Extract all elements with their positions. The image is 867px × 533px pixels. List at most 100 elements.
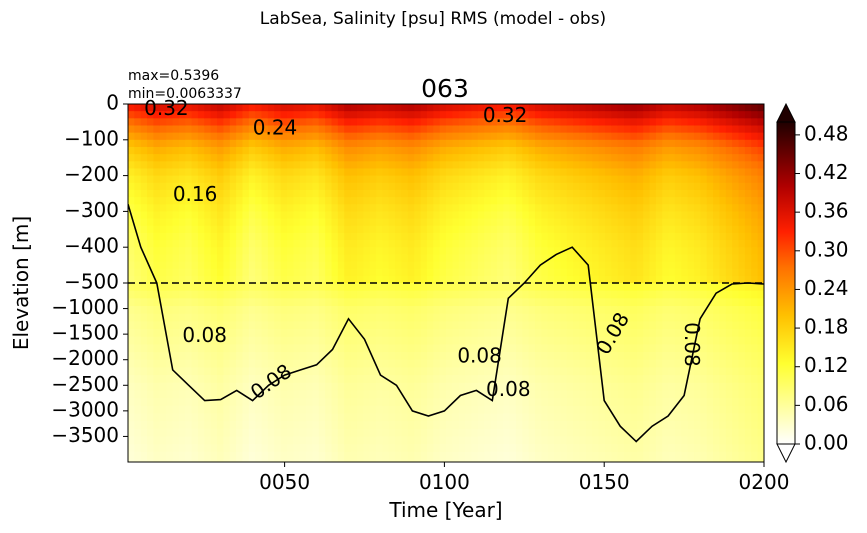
heatmap-cell	[223, 111, 231, 119]
heatmap-cell	[585, 359, 593, 368]
heatmap-cell	[217, 111, 224, 119]
heatmap-cell	[312, 413, 320, 422]
heatmap-cell	[681, 459, 689, 462]
heatmap-cell	[407, 168, 415, 177]
heatmap-cell	[624, 298, 632, 307]
heatmap-cell	[719, 428, 727, 438]
heatmap-cell	[255, 111, 263, 119]
heatmap-cell	[509, 459, 517, 462]
x-axis-label: Time [Year]	[388, 498, 502, 522]
heatmap-cell	[611, 268, 619, 277]
heatmap-cell	[197, 132, 205, 141]
heatmap-cell	[414, 359, 422, 368]
heatmap-cell	[369, 254, 377, 263]
heatmap-cell	[694, 398, 701, 407]
heatmap-cell	[465, 211, 473, 220]
heatmap-cell	[719, 306, 727, 315]
heatmap-cell	[229, 382, 237, 391]
heatmap-cell	[674, 367, 682, 376]
heatmap-cell	[630, 344, 638, 353]
heatmap-cell	[687, 290, 695, 299]
heatmap-cell	[566, 398, 574, 407]
heatmap-cell	[191, 336, 199, 345]
heatmap-cell	[204, 125, 212, 134]
heatmap-cell	[363, 268, 371, 277]
heatmap-cell	[528, 182, 536, 191]
heatmap-cell	[185, 232, 193, 241]
heatmap-cell	[401, 436, 409, 445]
heatmap-cell	[554, 321, 562, 330]
heatmap-cell	[401, 382, 409, 391]
heatmap-cell	[293, 175, 301, 184]
heatmap-cell	[560, 390, 568, 399]
heatmap-cell	[261, 139, 269, 148]
heatmap-cell	[369, 444, 377, 453]
heatmap-cell	[248, 189, 256, 198]
heatmap-cell	[738, 428, 746, 438]
heatmap-cell	[687, 204, 695, 212]
heatmap-cell	[674, 154, 682, 162]
heatmap-cell	[312, 197, 320, 205]
heatmap-cell	[337, 275, 345, 284]
heatmap-cell	[643, 261, 651, 270]
heatmap-cell	[267, 321, 275, 330]
heatmap-cell	[388, 428, 396, 438]
heatmap-cell	[337, 298, 345, 307]
heatmap-cell	[185, 367, 193, 376]
heatmap-cell	[706, 290, 714, 299]
heatmap-cell	[560, 275, 568, 284]
heatmap-cell	[299, 211, 307, 220]
heatmap-cell	[477, 336, 485, 345]
heatmap-cell	[655, 398, 663, 407]
heatmap-cell	[388, 125, 396, 134]
heatmap-cell	[210, 225, 218, 234]
heatmap-cell	[579, 268, 587, 277]
heatmap-cell	[465, 275, 473, 284]
heatmap-cell	[547, 125, 555, 134]
heatmap-cell	[630, 375, 638, 384]
heatmap-cell	[197, 444, 205, 453]
heatmap-cell	[267, 298, 275, 307]
heatmap-cell	[668, 344, 676, 353]
heatmap-cell	[388, 218, 396, 227]
heatmap-cell	[312, 139, 320, 148]
heatmap-cell	[579, 175, 587, 184]
heatmap-cell	[732, 436, 740, 445]
heatmap-cell	[458, 218, 466, 227]
heatmap-cell	[293, 298, 301, 307]
heatmap-cell	[484, 275, 492, 284]
heatmap-cell	[414, 146, 422, 155]
heatmap-cell	[624, 306, 632, 315]
heatmap-cell	[318, 382, 326, 391]
heatmap-cell	[306, 290, 314, 299]
heatmap-cell	[751, 283, 759, 292]
heatmap-cell	[191, 352, 199, 361]
heatmap-cell	[376, 359, 383, 368]
heatmap-cell	[458, 182, 466, 191]
heatmap-cell	[725, 329, 733, 338]
heatmap-cell	[744, 104, 752, 112]
heatmap-cell	[458, 175, 466, 184]
heatmap-cell	[471, 254, 479, 263]
heatmap-cell	[477, 451, 485, 461]
heatmap-cell	[210, 428, 218, 438]
heatmap-cell	[757, 306, 764, 315]
heatmap-cell	[605, 175, 612, 184]
heatmap-cell	[655, 175, 663, 184]
heatmap-cell	[267, 390, 275, 399]
heatmap-cell	[643, 405, 651, 415]
heatmap-cell	[446, 232, 453, 241]
heatmap-cell	[325, 405, 333, 415]
heatmap-cell	[757, 254, 764, 263]
heatmap-cell	[204, 132, 212, 141]
heatmap-cell	[535, 459, 542, 462]
heatmap-cell	[280, 254, 288, 263]
heatmap-cell	[566, 111, 574, 119]
heatmap-cell	[248, 247, 256, 255]
heatmap-cell	[751, 451, 759, 461]
heatmap-cell	[153, 182, 161, 191]
heatmap-cell	[655, 218, 663, 227]
heatmap-cell	[255, 161, 263, 170]
heatmap-cell	[528, 382, 536, 391]
heatmap-cell	[744, 321, 752, 330]
